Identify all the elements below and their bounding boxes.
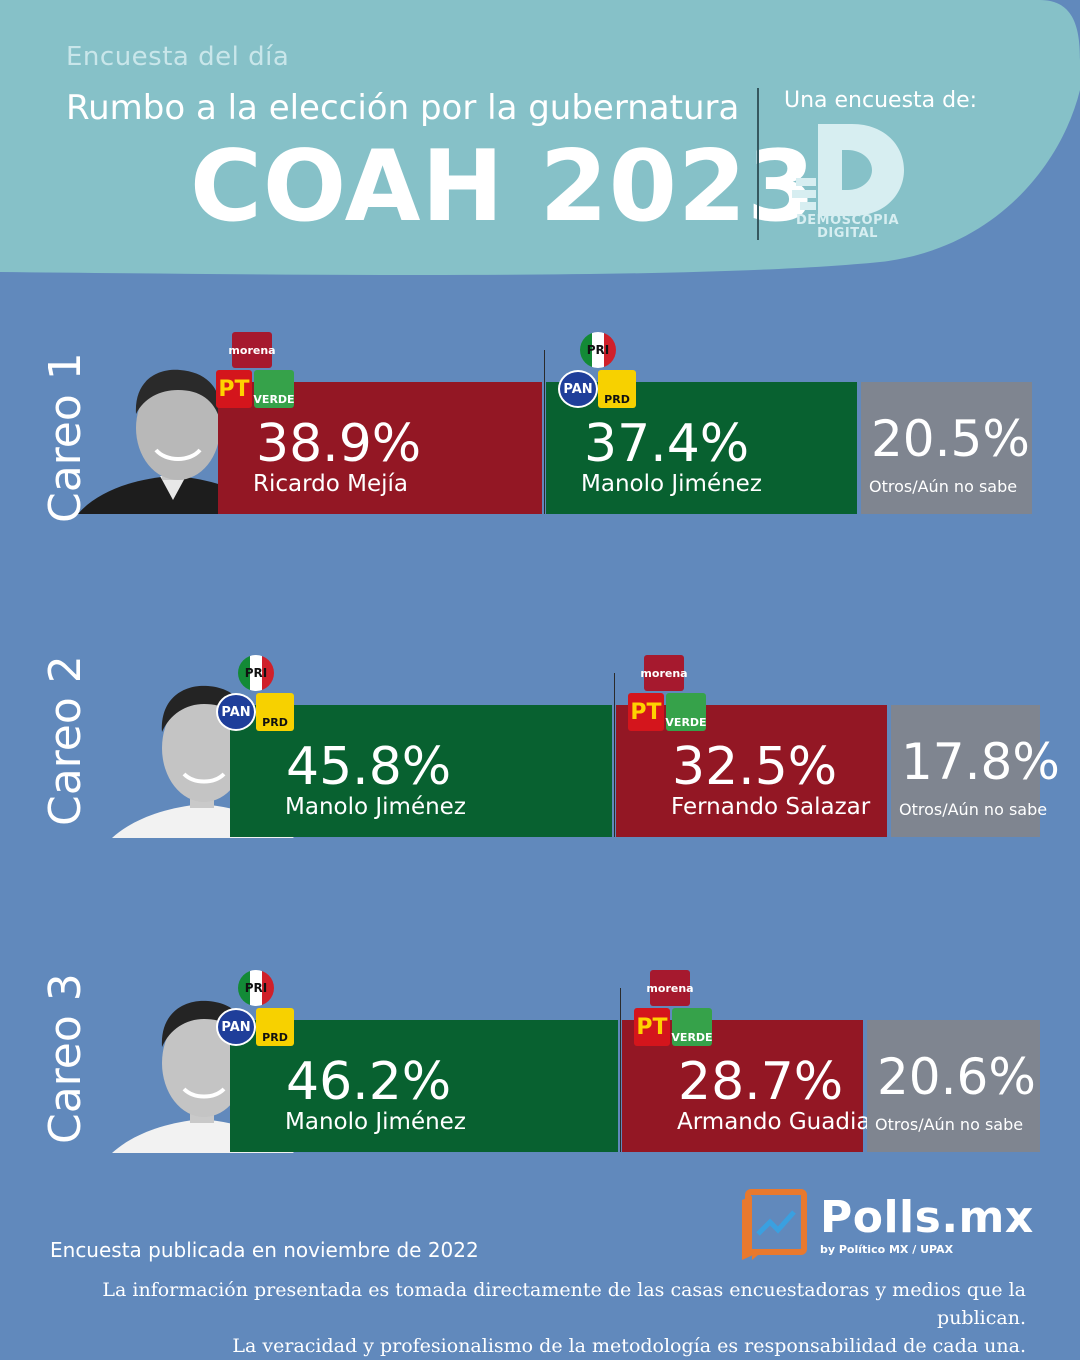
disclaimer: La información presentada es tomada dire…: [20, 1276, 1026, 1360]
bar-candidate: [546, 382, 857, 514]
disclaimer-line-1: La información presentada es tomada dire…: [102, 1279, 1026, 1329]
pri-logo-icon: PRI: [238, 655, 274, 691]
verde-logo-icon: VERDE: [671, 1008, 713, 1046]
candidate-name-label: Manolo Jiménez: [581, 471, 762, 497]
coalition-pri-pan-prd-logo-icon: PRI PAN PRD: [216, 970, 296, 1048]
candidate-name-label: Manolo Jiménez: [285, 794, 466, 820]
careo-label: Careo 3: [40, 973, 91, 1145]
bar-others: [867, 1020, 1040, 1152]
brand-name: Polls.mx: [820, 1192, 1034, 1243]
others-value-label: 17.8%: [901, 733, 1060, 791]
pollster-name: DEMOSCOPIA DIGITAL: [780, 214, 915, 240]
publication-date: Encuesta publicada en noviembre de 2022: [50, 1238, 479, 1262]
candidate-value-label: 38.9%: [256, 414, 422, 474]
disclaimer-line-2: La veracidad y profesionalismo de la met…: [232, 1335, 1026, 1357]
morena-logo-icon: morena: [228, 332, 276, 368]
pan-logo-icon: PAN: [558, 370, 598, 408]
others-label: Otros/Aún no sabe: [875, 1115, 1024, 1134]
coalition-morena-pt-verde-logo-icon: morena PT VERDE: [628, 655, 708, 733]
prd-logo-icon: PRD: [256, 693, 294, 731]
verde-logo-icon: VERDE: [253, 370, 295, 408]
pt-logo-icon: PT: [216, 370, 252, 408]
prd-logo-icon: PRD: [256, 1008, 294, 1046]
candidate-value-label: 45.8%: [286, 737, 452, 797]
candidate-name-label: Armando Guadiana: [677, 1109, 900, 1135]
coalition-pri-pan-prd-logo-icon: PRI PAN PRD: [558, 332, 638, 410]
careo-label: Careo 2: [40, 655, 91, 827]
header: Encuesta del día Rumbo a la elección por…: [0, 0, 1080, 275]
morena-logo-icon: morena: [646, 970, 694, 1006]
pri-logo-icon: PRI: [580, 332, 616, 368]
page-title: COAH 2023: [190, 130, 817, 244]
pri-logo-icon: PRI: [238, 970, 274, 1006]
polls-mx-logo-icon: [742, 1189, 807, 1260]
candidate-name-label: Fernando Salazar: [671, 794, 871, 820]
others-value-label: 20.6%: [877, 1048, 1036, 1106]
candidate-name-label: Ricardo Mejía: [253, 471, 409, 497]
pan-logo-icon: PAN: [216, 693, 256, 731]
pollster-name-line2: DIGITAL: [817, 226, 878, 241]
bar-separator: [614, 673, 615, 837]
others-label: Otros/Aún no sabe: [899, 800, 1048, 819]
demoscopia-logo-icon: [792, 124, 904, 216]
pan-logo-icon: PAN: [216, 1008, 256, 1046]
subtitle: Rumbo a la elección por la gubernatura: [66, 88, 740, 128]
bar-separator: [544, 350, 545, 514]
bar-candidate: [230, 1020, 618, 1152]
pt-logo-icon: PT: [634, 1008, 670, 1046]
brand-byline: by Político MX / UPAX: [820, 1243, 954, 1256]
candidate-value-label: 46.2%: [286, 1052, 452, 1112]
candidate-value-label: 37.4%: [584, 414, 750, 474]
others-value-label: 20.5%: [871, 410, 1030, 468]
bar-others: [891, 705, 1040, 837]
coalition-morena-pt-verde-logo-icon: morena PT VERDE: [634, 970, 714, 1048]
prd-logo-icon: PRD: [598, 370, 636, 408]
pollster-name-line1: DEMOSCOPIA: [795, 213, 900, 228]
bar-others: [861, 382, 1032, 514]
coalition-morena-pt-verde-logo-icon: morena PT VERDE: [216, 332, 296, 410]
candidate-value-label: 28.7%: [678, 1052, 844, 1112]
coalition-pri-pan-prd-logo-icon: PRI PAN PRD: [216, 655, 296, 733]
pollster-label: Una encuesta de:: [784, 88, 978, 113]
verde-logo-icon: VERDE: [665, 693, 707, 731]
morena-logo-icon: morena: [640, 655, 688, 691]
pt-logo-icon: PT: [628, 693, 664, 731]
others-label: Otros/Aún no sabe: [869, 477, 1018, 496]
kicker: Encuesta del día: [66, 42, 290, 72]
candidate-name-label: Manolo Jiménez: [285, 1109, 466, 1135]
candidate-value-label: 32.5%: [672, 737, 838, 797]
bar-separator: [620, 988, 621, 1152]
header-divider: [757, 88, 759, 240]
